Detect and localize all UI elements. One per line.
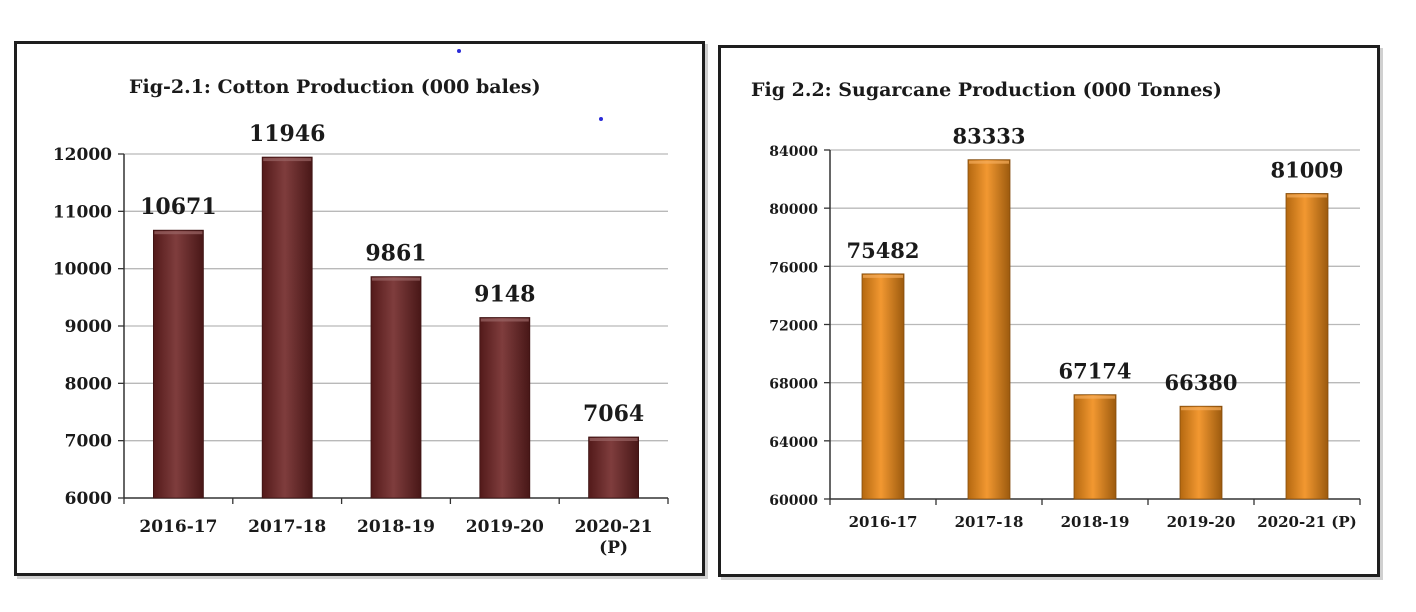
y-tick-label: 60000 bbox=[769, 493, 818, 509]
bar-top-highlight bbox=[1075, 395, 1115, 399]
data-label: 66380 bbox=[1164, 370, 1237, 395]
y-tick-label: 11000 bbox=[53, 202, 112, 222]
stray-dot bbox=[599, 117, 603, 121]
stray-dot bbox=[457, 49, 461, 53]
bar-2018-19 bbox=[1073, 394, 1117, 500]
cotton-chart-title: Fig-2.1: Cotton Production (000 bales) bbox=[129, 76, 541, 98]
data-label: 83333 bbox=[952, 124, 1025, 149]
bar-2019-20 bbox=[1179, 405, 1223, 500]
bar-top-highlight bbox=[1181, 407, 1221, 411]
bar-top-highlight bbox=[372, 277, 420, 281]
bar-top-highlight bbox=[1287, 194, 1327, 198]
y-tick-label: 84000 bbox=[769, 144, 818, 160]
x-tick-label: 2016-17 bbox=[139, 517, 217, 537]
bar-2017-18 bbox=[967, 159, 1011, 500]
bar-top-highlight bbox=[589, 437, 638, 441]
y-tick-label: 12000 bbox=[53, 145, 112, 165]
x-tick-label: 2020-21 (P) bbox=[575, 517, 653, 558]
bar-2020-21 (P) bbox=[588, 436, 639, 499]
data-label: 11946 bbox=[249, 121, 326, 147]
y-tick-label: 76000 bbox=[769, 260, 818, 276]
bar-top-highlight bbox=[154, 231, 203, 235]
x-tick-label: 2020-21 (P) bbox=[1257, 513, 1357, 531]
bar-2019-20 bbox=[479, 317, 531, 499]
y-tick-label: 72000 bbox=[769, 319, 818, 335]
y-tick-label: 9000 bbox=[65, 317, 112, 337]
bar-2020-21 (P) bbox=[1285, 193, 1329, 500]
sugarcane-chart: Fig 2.2: Sugarcane Production (000 Tonne… bbox=[751, 79, 1361, 531]
x-tick-label: 2016-17 bbox=[849, 513, 918, 531]
bar-2016-17 bbox=[861, 273, 905, 500]
data-label: 67174 bbox=[1058, 359, 1131, 384]
x-tick-label: 2018-19 bbox=[357, 517, 435, 537]
bar-top-highlight bbox=[863, 274, 903, 278]
y-tick-label: 68000 bbox=[769, 377, 818, 393]
x-tick-label: 2019-20 bbox=[466, 517, 544, 537]
data-label: 7064 bbox=[583, 401, 644, 427]
sugarcane-chart-title: Fig 2.2: Sugarcane Production (000 Tonne… bbox=[751, 79, 1222, 101]
y-tick-label: 64000 bbox=[769, 435, 818, 451]
bar-top-highlight bbox=[480, 318, 529, 322]
x-tick-label: 2019-20 bbox=[1167, 513, 1236, 531]
bar-2018-19 bbox=[370, 276, 422, 499]
y-tick-label: 7000 bbox=[65, 432, 112, 452]
bar-2016-17 bbox=[152, 229, 204, 499]
sugarcane-chart-panel: Fig 2.2: Sugarcane Production (000 Tonne… bbox=[718, 45, 1380, 577]
y-tick-label: 6000 bbox=[65, 489, 112, 509]
y-tick-label: 80000 bbox=[769, 202, 818, 218]
data-label: 9148 bbox=[474, 282, 535, 308]
y-tick-label: 8000 bbox=[65, 374, 112, 394]
data-label: 9861 bbox=[365, 241, 426, 267]
bar-top-highlight bbox=[969, 160, 1009, 164]
cotton-chart: Fig-2.1: Cotton Production (000 bales) 6… bbox=[53, 76, 669, 558]
bar-top-highlight bbox=[263, 158, 312, 162]
x-tick-label: 2017-18 bbox=[955, 513, 1024, 531]
y-tick-label: 10000 bbox=[53, 260, 112, 280]
x-tick-label: 2017-18 bbox=[248, 517, 326, 537]
data-label: 10671 bbox=[140, 194, 217, 220]
x-tick-label: 2018-19 bbox=[1061, 513, 1130, 531]
data-label: 75482 bbox=[846, 238, 919, 263]
cotton-chart-panel: Fig-2.1: Cotton Production (000 bales) 6… bbox=[14, 41, 705, 576]
bar-2017-18 bbox=[261, 156, 313, 499]
data-label: 81009 bbox=[1270, 157, 1343, 182]
